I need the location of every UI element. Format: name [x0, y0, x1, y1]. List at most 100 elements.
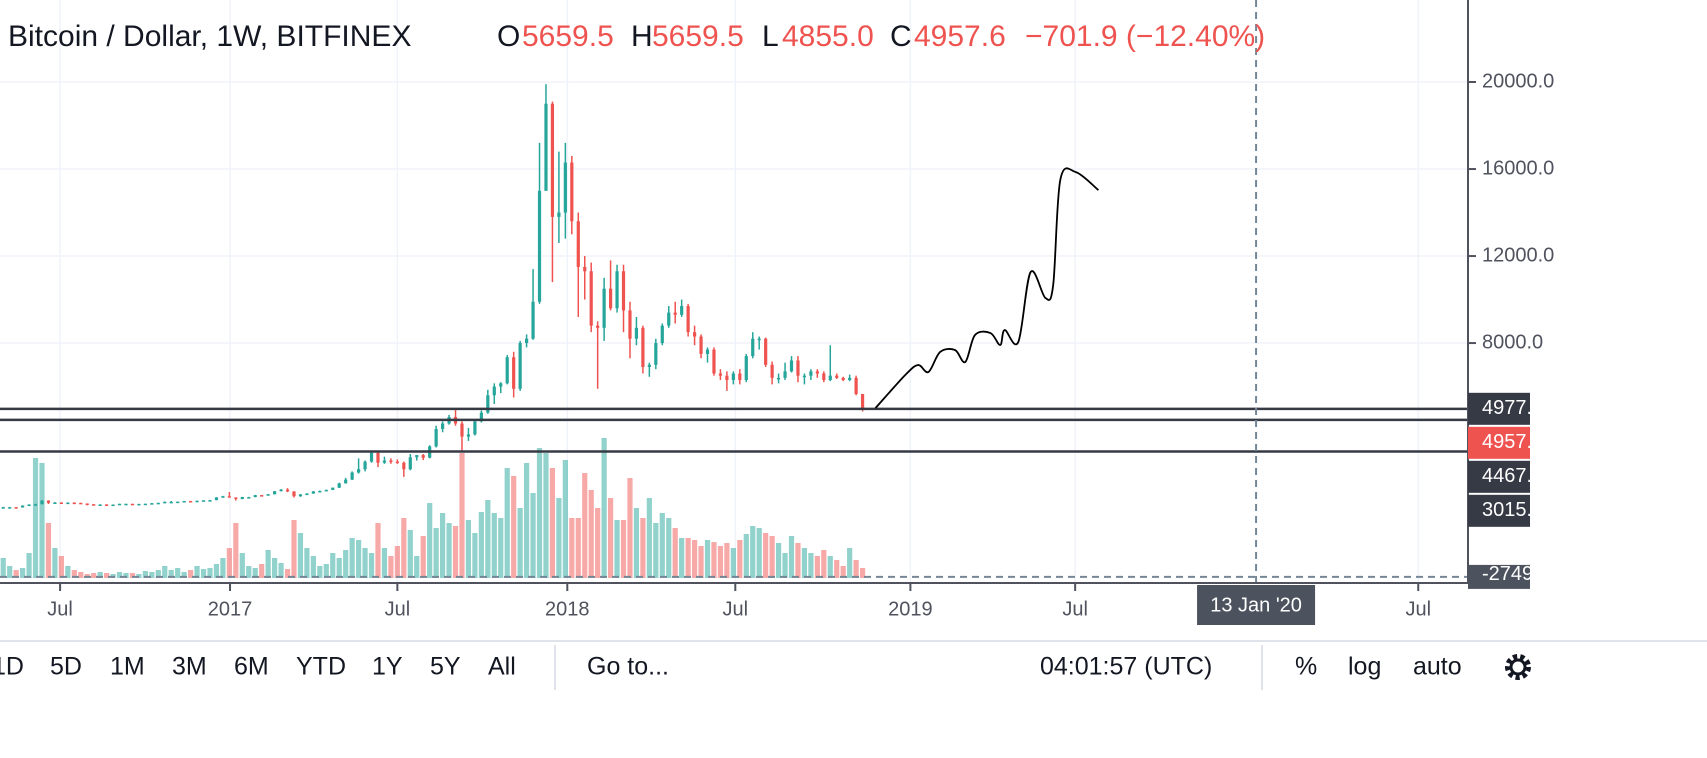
candle-body [757, 338, 761, 341]
candle-body [117, 503, 122, 506]
candle-body [33, 504, 38, 506]
y-tick-label: 8000.0 [1482, 331, 1543, 353]
volume-bar [194, 566, 200, 578]
scale-option[interactable]: auto [1413, 653, 1462, 681]
range-button[interactable]: 5Y [430, 653, 461, 681]
price-label-box [1468, 460, 1530, 493]
candle-body [298, 494, 303, 497]
range-button[interactable]: 1D [0, 653, 24, 681]
volume-bar [427, 503, 433, 578]
toolbar: Go to... 04:01:57 (UTC) 1D 5D 1M 3M 6M YTD 1Y 5… [0, 645, 1531, 690]
candle-body [705, 349, 710, 354]
volume-bar [414, 556, 420, 578]
volume-bar [394, 546, 400, 578]
candle-body [460, 423, 464, 437]
candle-body [305, 493, 309, 496]
candle-body [673, 312, 677, 315]
volume-bar [297, 533, 304, 578]
scale-option[interactable]: log [1348, 653, 1381, 681]
candle-body [66, 502, 70, 505]
volume-bar [13, 570, 19, 578]
volume-bar [549, 468, 556, 578]
candle-body [744, 356, 748, 381]
volume-bar [588, 490, 594, 578]
candle-body [214, 497, 219, 501]
candle-body [634, 327, 639, 339]
volume-bar [465, 520, 472, 578]
candle-body [647, 364, 651, 367]
volume-bar [672, 528, 678, 578]
range-button[interactable]: 5D [50, 653, 82, 681]
candle-body [105, 504, 109, 506]
candle-body [40, 500, 44, 505]
volume-bar [498, 518, 504, 578]
volume-bar [691, 540, 698, 578]
candle-body [466, 434, 471, 437]
volume-bar [20, 568, 26, 578]
volume-bar [737, 540, 743, 578]
candle-body [260, 495, 264, 497]
candle-body [570, 162, 574, 222]
candle-body [266, 494, 270, 496]
volume-bar [859, 568, 866, 578]
volume-bar [97, 572, 103, 578]
volume-bar [743, 534, 749, 578]
volume-bar [704, 540, 711, 578]
volume-bar [168, 570, 174, 578]
volume-bar [511, 476, 517, 578]
candle-body [776, 377, 781, 380]
candle-body [14, 507, 18, 509]
volume-bar [711, 542, 717, 578]
axes: 8000.0 12000.0 16000.0 20000.0 Jul 2017 Jul 201… [47, 70, 1554, 625]
volume-bar [763, 533, 769, 578]
low-label: L [762, 20, 778, 53]
open-value: 5659.5 [522, 20, 614, 53]
candle-body [376, 452, 380, 463]
scale-option[interactable]: % [1295, 653, 1317, 681]
candle-body [848, 377, 852, 381]
high-value: 5659.5 [652, 20, 744, 53]
candle-body [486, 395, 490, 413]
volume-bar [504, 468, 510, 578]
range-button[interactable]: 1Y [372, 653, 403, 681]
volume-bar [65, 566, 71, 578]
candle-body [124, 503, 128, 506]
volume-bar [666, 518, 672, 578]
candle-body [712, 349, 716, 374]
volume-bar [485, 500, 491, 578]
candle-body [621, 271, 626, 311]
range-button[interactable]: 6M [234, 653, 269, 681]
volume-bar [388, 556, 394, 578]
goto-button[interactable]: Go to... [587, 653, 669, 681]
candle-body [182, 500, 186, 503]
candle-body [285, 489, 290, 492]
volume-bar [343, 550, 349, 578]
volume-bar [272, 558, 278, 578]
volume-bar [614, 520, 620, 578]
volume-bar [32, 458, 39, 578]
range-button[interactable]: 1M [110, 653, 145, 681]
x-tick-label: 2018 [545, 598, 590, 620]
settings-button[interactable] [1505, 654, 1531, 680]
range-button[interactable]: All [488, 653, 516, 681]
price-label-box [1468, 426, 1530, 459]
volume-bar [827, 556, 833, 578]
crosshair-time-box [1197, 585, 1316, 625]
grid [0, 0, 1468, 583]
volume-bar [491, 513, 497, 578]
volume-bar [0, 558, 6, 578]
volume-bar [129, 573, 136, 578]
x-tick-label: 2019 [888, 598, 933, 620]
candle-body [421, 455, 425, 458]
volume-bar [213, 564, 220, 578]
candle-body [143, 503, 147, 506]
volume-bar [252, 568, 258, 578]
candle-body [641, 327, 645, 367]
volume-bar [646, 498, 652, 578]
range-button[interactable]: 3M [172, 653, 207, 681]
candle-body [680, 306, 684, 315]
range-button[interactable]: YTD [296, 653, 346, 681]
volume-bar [7, 566, 13, 578]
volume-bar [536, 448, 543, 578]
